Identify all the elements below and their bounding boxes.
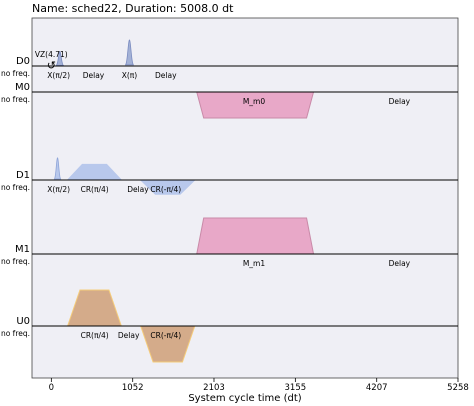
x-tick-label-3: 2103 xyxy=(203,383,225,393)
x-axis-label: System cycle time (dt) xyxy=(188,393,301,404)
d1-label-4: CR(-π/4) xyxy=(150,185,181,194)
m0-label-1: M_m0 xyxy=(243,97,266,106)
d0-label-4: Delay xyxy=(155,71,177,80)
x-axis: 0 1052 2103 3155 4207 5258 xyxy=(49,378,469,393)
u0-label-3: CR(-π/4) xyxy=(150,331,181,340)
x-tick-label-2: 1052 xyxy=(122,383,144,393)
vz-phase-icon: ↺ xyxy=(47,59,56,72)
m0-freq-label: no freq. xyxy=(1,95,30,104)
d1-label-2: CR(π/4) xyxy=(81,185,109,194)
m1-label-1: M_m1 xyxy=(243,259,266,268)
pulse-layer xyxy=(53,39,315,363)
d0-label-2: Delay xyxy=(83,71,105,80)
d0-label-3: X(π) xyxy=(122,71,138,80)
x-tick-label-1: 0 xyxy=(49,383,54,393)
d1-freq-label: no freq. xyxy=(1,183,30,192)
d1-label-1: X(π/2) xyxy=(47,185,70,194)
d0-vz-label: VZ(4.71) xyxy=(35,50,68,59)
d0-label-1: X(π/2) xyxy=(47,71,70,80)
m0-label-2: Delay xyxy=(389,97,411,106)
x-tick-label-4: 3155 xyxy=(285,383,307,393)
d0-freq-label: no freq. xyxy=(1,69,30,78)
d1-label-3: Delay xyxy=(127,185,149,194)
m1-label-2: Delay xyxy=(389,259,411,268)
u0-channel-name: U0 xyxy=(16,316,30,327)
u0-freq-label: no freq. xyxy=(1,329,30,338)
channel-baselines xyxy=(32,65,458,327)
d0-pulse-2 xyxy=(124,39,134,66)
d1-pulse-1 xyxy=(53,157,62,180)
m0-channel-name: M0 xyxy=(15,82,30,93)
x-tick-label-6: 5258 xyxy=(447,383,469,393)
m1-pulse-1 xyxy=(196,217,315,255)
chart-title: Name: sched22, Duration: 5008.0 dt xyxy=(32,2,234,15)
d0-channel-name: D0 xyxy=(16,56,30,67)
u0-label-2: Delay xyxy=(118,331,140,340)
x-tick-label-5: 4207 xyxy=(366,383,388,393)
d0-pulse-1 xyxy=(55,51,65,66)
u0-label-1: CR(π/4) xyxy=(81,331,109,340)
m1-channel-name: M1 xyxy=(15,244,30,255)
instruction-labels: D0 no freq. X(π/2) Delay X(π) Delay VZ(4.71)↺ M… xyxy=(1,50,411,340)
d1-channel-name: D1 xyxy=(16,170,30,181)
m1-freq-label: no freq. xyxy=(1,257,30,266)
